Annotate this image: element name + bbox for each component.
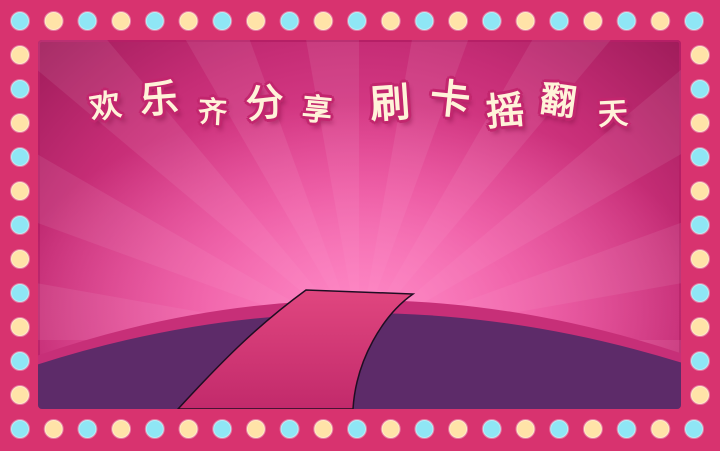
- light-bulb: [10, 215, 30, 235]
- title-char-10: 天: [597, 96, 629, 133]
- light-bulb: [10, 283, 30, 303]
- light-bulb: [690, 113, 710, 133]
- light-bulb: [10, 11, 30, 31]
- light-bulb: [10, 147, 30, 167]
- banner-title: 欢 乐 齐 分 享 刷 卡 摇 翻 天: [38, 40, 681, 170]
- light-bulb: [650, 11, 671, 31]
- light-bulb: [690, 45, 710, 65]
- light-bulb: [684, 11, 704, 31]
- light-bulb: [380, 419, 401, 439]
- light-bulb: [144, 419, 165, 439]
- stage-panel: 欢 乐 齐 分 享 刷 卡 摇 翻 天: [38, 40, 681, 409]
- title-char-1: 欢: [87, 86, 124, 128]
- light-bulb: [245, 11, 266, 31]
- title-char-3: 齐: [197, 94, 228, 130]
- light-bulb: [650, 419, 671, 439]
- light-bulb: [448, 419, 469, 439]
- light-bulb: [616, 419, 637, 439]
- light-bulb: [313, 419, 334, 439]
- light-bulb: [77, 11, 98, 31]
- light-bulb: [414, 11, 435, 31]
- light-bulb: [279, 419, 300, 439]
- light-bulb: [10, 385, 30, 405]
- light-bulb: [515, 11, 536, 31]
- light-bulb: [684, 419, 704, 439]
- light-bulb: [212, 11, 233, 31]
- light-bulb: [549, 11, 570, 31]
- title-char-7: 卡: [427, 75, 473, 125]
- title-char-9: 翻: [537, 78, 579, 125]
- light-bulb: [690, 215, 710, 235]
- light-bulb: [144, 11, 165, 31]
- red-carpet: [176, 289, 416, 409]
- light-bulb: [10, 181, 30, 201]
- light-bulb: [313, 11, 334, 31]
- light-bulb: [690, 147, 710, 167]
- light-bulb: [212, 419, 233, 439]
- title-char-5: 享: [300, 91, 334, 130]
- title-char-8: 摇: [484, 87, 526, 135]
- light-bulb: [10, 45, 30, 65]
- light-bulb: [178, 419, 199, 439]
- light-bulb: [10, 419, 30, 439]
- light-bulb: [690, 181, 710, 201]
- light-bulb: [10, 113, 30, 133]
- light-bulb: [111, 11, 132, 31]
- title-char-2: 乐: [138, 75, 180, 123]
- light-bulb: [690, 79, 710, 99]
- title-char-4: 分: [243, 79, 287, 127]
- light-bulb: [582, 419, 603, 439]
- light-bulb: [481, 419, 502, 439]
- title-char-6: 刷: [368, 79, 412, 129]
- light-bulb: [515, 419, 536, 439]
- light-bulb: [690, 283, 710, 303]
- light-bulb: [549, 419, 570, 439]
- light-bulb: [347, 11, 367, 31]
- light-bulb: [347, 419, 367, 439]
- light-bulb: [10, 79, 30, 99]
- light-bulb: [43, 11, 64, 31]
- stage-scene: [38, 40, 681, 409]
- light-bulb: [380, 11, 401, 31]
- light-bulb: [690, 317, 710, 337]
- light-bulb: [43, 419, 64, 439]
- light-bulb: [77, 419, 98, 439]
- light-bulb: [245, 419, 266, 439]
- light-bulb: [279, 11, 300, 31]
- light-bulb: [616, 11, 637, 31]
- light-bulb: [111, 419, 132, 439]
- light-bulb: [481, 11, 502, 31]
- light-bulb: [690, 249, 710, 269]
- light-bulb: [10, 317, 30, 337]
- light-bulb: [690, 385, 710, 405]
- light-bulb: [414, 419, 435, 439]
- light-bulb: [448, 11, 469, 31]
- light-bulb: [10, 249, 30, 269]
- light-bulb: [10, 351, 30, 371]
- light-bulb: [178, 11, 199, 31]
- light-bulb: [690, 351, 710, 371]
- light-bulb: [582, 11, 603, 31]
